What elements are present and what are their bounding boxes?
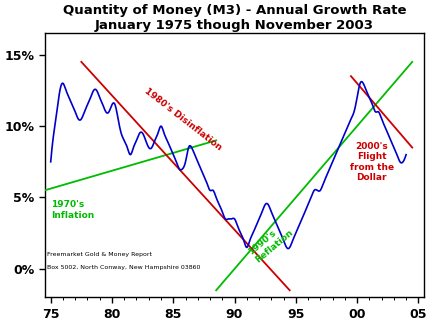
Text: 1990's
Reflation: 1990's Reflation [247,220,295,265]
Text: 2000's
Flight
from the
Dollar: 2000's Flight from the Dollar [350,142,394,182]
Text: Box 5002, North Conway, New Hampshire 03860: Box 5002, North Conway, New Hampshire 03… [47,265,200,269]
Text: Freemarket Gold & Money Report: Freemarket Gold & Money Report [47,253,152,257]
Text: 1980's Disinflation: 1980's Disinflation [143,86,223,152]
Title: Quantity of Money (M3) - Annual Growth Rate
January 1975 though November 2003: Quantity of Money (M3) - Annual Growth R… [63,4,406,32]
Text: 1970's
Inflation: 1970's Inflation [51,200,94,220]
